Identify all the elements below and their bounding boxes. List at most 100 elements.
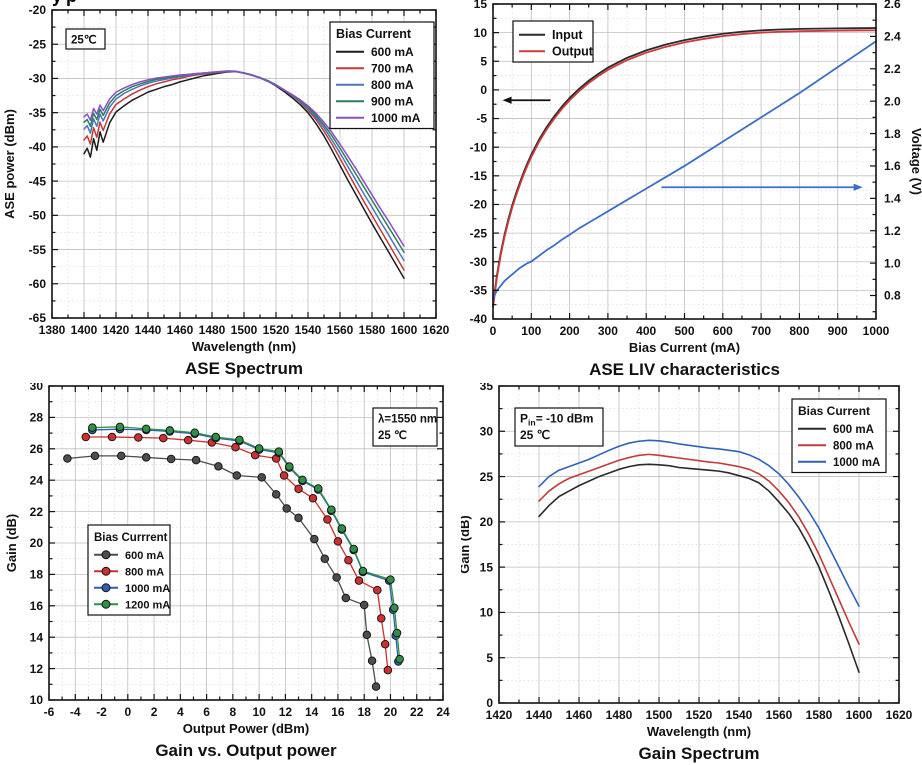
svg-text:16: 16 [30, 599, 44, 613]
svg-text:1540: 1540 [726, 708, 753, 722]
svg-text:1420: 1420 [486, 708, 513, 722]
svg-text:100: 100 [521, 324, 541, 338]
svg-text:Gain (dB): Gain (dB) [4, 514, 19, 573]
tick-labels: 0 100 200 300 400 500 600 700 800 900 1000-40-35-3… [470, 0, 901, 338]
series-1000 mA [83, 70, 405, 247]
svg-text:-25: -25 [29, 37, 47, 51]
tick-labels: 1380 1400 1420 1440 1460 1480 1500 1520 1540 1560… [29, 3, 450, 337]
svg-text:1.6: 1.6 [884, 159, 901, 173]
svg-text:1620: 1620 [423, 323, 450, 337]
svg-text:0.8: 0.8 [884, 289, 901, 303]
series-600 mA [538, 463, 860, 674]
svg-text:30: 30 [480, 424, 494, 438]
legend: Input Output [512, 20, 594, 63]
svg-text:1440: 1440 [526, 708, 553, 722]
svg-text:1200 mA: 1200 mA [125, 599, 170, 611]
svg-text:1460: 1460 [566, 708, 593, 722]
svg-text:-20: -20 [29, 3, 47, 17]
svg-text:5: 5 [480, 54, 487, 68]
svg-text:Bias Current (mA): Bias Current (mA) [629, 340, 740, 355]
svg-text:λ=1550 nm: λ=1550 nm [378, 414, 437, 426]
svg-text:Wavelength (nm): Wavelength (nm) [192, 339, 296, 354]
svg-text:-30: -30 [29, 72, 47, 86]
svg-text:18: 18 [30, 568, 44, 582]
svg-text:ASE power (dBm): ASE power (dBm) [2, 109, 17, 219]
series-Output [492, 29, 877, 308]
annotation-box: λ=1550 nm 25 ℃ [372, 407, 438, 447]
svg-text:1500: 1500 [231, 323, 258, 337]
svg-text:1500: 1500 [646, 708, 673, 722]
svg-text:1.4: 1.4 [884, 192, 901, 206]
svg-text:Bias Current: Bias Current [798, 404, 870, 418]
svg-text:0: 0 [486, 696, 493, 710]
svg-text:22: 22 [30, 505, 44, 519]
svg-text:1.0: 1.0 [884, 256, 901, 270]
svg-text:Input: Input [552, 28, 583, 42]
gain-spectrum-chart: 1420 1440 1460 1480 1500 1520 1540 1560 1580 1600… [461, 383, 913, 763]
svg-text:900 mA: 900 mA [371, 94, 414, 108]
svg-text:Gain Spectrum: Gain Spectrum [639, 744, 760, 763]
svg-text:700: 700 [751, 324, 771, 338]
cropped-title-fragment: yp [52, 0, 132, 9]
svg-text:-6: -6 [44, 705, 55, 719]
svg-text:Wavelength (nm): Wavelength (nm) [647, 724, 751, 739]
svg-text:400: 400 [636, 324, 656, 338]
svg-text:800 mA: 800 mA [371, 78, 414, 92]
tick-labels: 1420 1440 1460 1480 1500 1520 1540 1560 1580 1600… [480, 383, 913, 722]
svg-text:1380: 1380 [39, 323, 66, 337]
svg-text:1480: 1480 [199, 323, 226, 337]
svg-text:Output Power (dBm): Output Power (dBm) [183, 721, 309, 736]
svg-text:-10: -10 [470, 140, 488, 154]
svg-text:1620: 1620 [886, 708, 913, 722]
series-1000 mA [538, 439, 860, 607]
svg-text:1000: 1000 [863, 324, 890, 338]
svg-text:ASE Spectrum: ASE Spectrum [185, 359, 303, 378]
svg-text:600 mA: 600 mA [125, 550, 164, 562]
svg-text:15: 15 [474, 0, 488, 11]
svg-text:1580: 1580 [359, 323, 386, 337]
tick-labels: -6 -4 -2 0 2 4 6 8 10 12 14 16 18 20 22 241012141618202… [30, 383, 450, 719]
svg-text:800 mA: 800 mA [833, 440, 874, 452]
svg-text:1.2: 1.2 [884, 224, 901, 238]
svg-text:24: 24 [436, 705, 450, 719]
svg-text:-25: -25 [470, 226, 488, 240]
svg-text:800: 800 [789, 324, 809, 338]
series-1200 mA [88, 422, 404, 664]
svg-text:2.4: 2.4 [884, 30, 901, 44]
svg-text:1440: 1440 [135, 323, 162, 337]
svg-text:Output: Output [552, 44, 594, 58]
minor-grid [493, 4, 876, 319]
svg-text:1.8: 1.8 [884, 127, 901, 141]
svg-text:25 ℃: 25 ℃ [378, 429, 407, 442]
svg-text:1000 mA: 1000 mA [371, 111, 421, 125]
svg-text:1560: 1560 [327, 323, 354, 337]
svg-text:1400: 1400 [71, 323, 98, 337]
series-800 mA [81, 432, 393, 675]
svg-text:2: 2 [151, 705, 158, 719]
svg-text:-30: -30 [470, 255, 488, 269]
svg-text:10: 10 [30, 693, 44, 707]
svg-text:Gain (dB): Gain (dB) [461, 515, 472, 574]
legend: Bias Currrent 600 mA 800 mA 1000 mA 1200 mA [87, 524, 171, 616]
svg-text:Bias Currrent: Bias Currrent [94, 532, 168, 544]
svg-text:14: 14 [30, 630, 44, 644]
svg-text:8: 8 [230, 705, 237, 719]
svg-text:600: 600 [713, 324, 733, 338]
svg-text:2.0: 2.0 [884, 94, 901, 108]
svg-text:24: 24 [30, 473, 44, 487]
svg-text:22: 22 [410, 705, 424, 719]
svg-text:15: 15 [480, 560, 494, 574]
svg-text:200: 200 [560, 324, 580, 338]
svg-text:500: 500 [674, 324, 694, 338]
svg-text:-5: -5 [476, 112, 487, 126]
svg-text:10: 10 [480, 606, 494, 620]
svg-text:25: 25 [480, 470, 494, 484]
legend: Bias Current 600 mA 800 mA 1000 mA [791, 398, 887, 474]
svg-text:35: 35 [480, 383, 494, 393]
svg-text:900: 900 [828, 324, 848, 338]
svg-text:16: 16 [331, 705, 345, 719]
series-600 mA [63, 451, 381, 691]
annotation-box: 25℃ [65, 28, 106, 50]
svg-text:4: 4 [177, 705, 184, 719]
